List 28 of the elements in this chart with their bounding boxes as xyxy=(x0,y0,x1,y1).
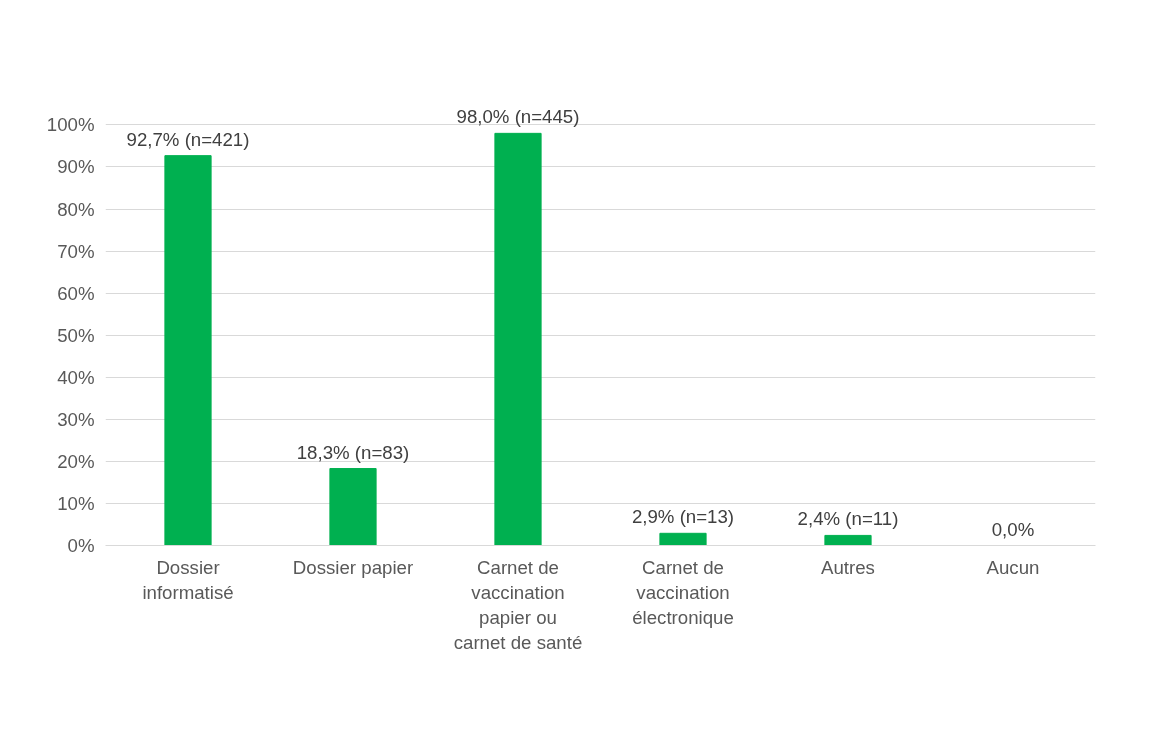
y-tick-label: 90% xyxy=(57,156,95,178)
x-tick-label: Dossier informatisé xyxy=(142,556,234,603)
data-label: 2,4% (n=11) xyxy=(797,508,899,530)
bar xyxy=(329,468,377,546)
bar xyxy=(494,132,542,546)
y-tick-label: 50% xyxy=(57,324,95,346)
y-tick-label: 10% xyxy=(57,492,95,514)
y-tick-label: 0% xyxy=(67,535,95,556)
y-tick-label: 60% xyxy=(57,282,95,304)
y-tick-label: 70% xyxy=(57,240,95,262)
data-label: 98,0% (n=445) xyxy=(456,106,580,128)
x-tick-label: Carnet de vaccination électronique xyxy=(632,556,734,628)
x-tick-label: Autres xyxy=(821,556,875,578)
y-tick-label: 20% xyxy=(57,450,95,472)
bar xyxy=(824,534,872,546)
y-tick-label: 80% xyxy=(57,198,95,220)
x-tick-label: Dossier papier xyxy=(292,556,414,578)
y-tick-label: 100% xyxy=(46,114,95,136)
data-label: 92,7% (n=421) xyxy=(126,128,250,150)
bar xyxy=(659,532,707,546)
data-label: 18,3% (n=83) xyxy=(296,441,410,463)
bar xyxy=(164,155,212,546)
x-tick-label: Aucun xyxy=(986,556,1040,578)
y-tick-label: 40% xyxy=(57,366,95,388)
x-tick-label: Carnet de vaccination papier ou carnet de santé xyxy=(453,556,583,654)
y-tick-label: 30% xyxy=(57,408,95,430)
data-label: 2,9% (n=13) xyxy=(631,506,735,528)
data-label: 0,0% xyxy=(991,518,1035,540)
